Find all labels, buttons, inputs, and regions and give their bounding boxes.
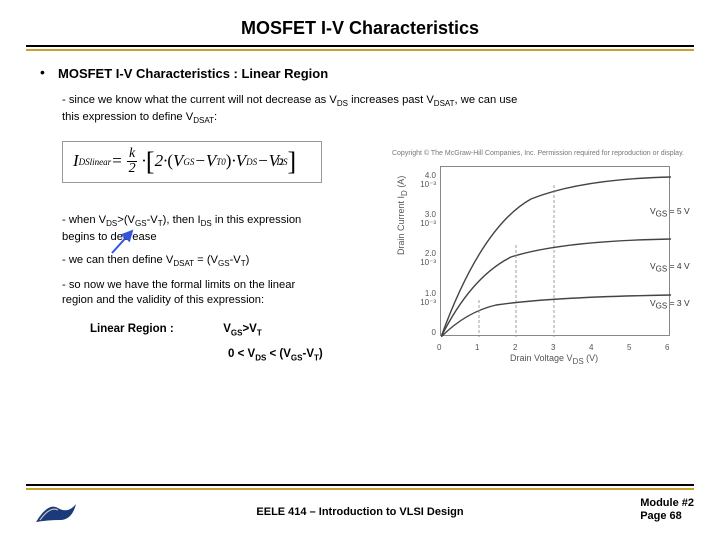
f: ] [287, 144, 296, 179]
t: Drain Current I [396, 196, 406, 255]
para-3: - we can then define VDSAT = (VGS-VT) [62, 253, 382, 270]
t: increases past V [348, 94, 434, 106]
t: = (V [194, 254, 218, 266]
f: DS [246, 156, 257, 168]
s: GS [231, 328, 243, 337]
s: DS [106, 219, 117, 228]
subheading: MOSFET I-V Characteristics : Linear Regi… [58, 65, 328, 83]
t: Page 68 [640, 510, 682, 522]
xtick: 1 [475, 343, 479, 352]
footer-course: EELE 414 – Introduction to VLSI Design [0, 506, 720, 518]
bullet-dot: • [40, 65, 58, 80]
ytick: 4.0 10⁻³ [408, 171, 436, 189]
f: DSlinear [79, 156, 112, 168]
s: DS [337, 99, 348, 108]
t: Module #2 [640, 497, 694, 509]
t: ) [246, 254, 250, 266]
t: V [223, 323, 231, 335]
t: Drain Voltage V [510, 353, 573, 363]
f: 2· [155, 150, 168, 173]
para-2: - when VDS>(VGS-VT), then IDS in this ex… [62, 213, 382, 245]
t: - so now we have the formal limits on th… [62, 279, 295, 291]
para-4: - so now we have the formal limits on th… [62, 278, 382, 308]
curve-label: VGS = 5 V [650, 206, 690, 219]
f: V [206, 150, 216, 173]
frac: k2 [127, 147, 138, 176]
f: V [173, 150, 183, 173]
t: ) [319, 348, 323, 360]
xtick: 5 [627, 343, 631, 352]
f: DS [276, 156, 287, 168]
logo-icon [34, 498, 78, 526]
linear-label: Linear Region : [90, 322, 220, 338]
xtick: 3 [551, 343, 555, 352]
f: V [236, 150, 246, 173]
xtick: 6 [665, 343, 669, 352]
s: D [400, 190, 409, 196]
s: GS [218, 259, 230, 268]
t: - when V [62, 214, 106, 226]
t: : [214, 111, 217, 123]
t: >V [242, 323, 256, 335]
t: (V) [584, 353, 599, 363]
t: < (V [266, 348, 291, 360]
s: DS [255, 353, 266, 362]
chart-copyright: Copyright © The McGraw-Hill Companies, I… [390, 150, 690, 157]
t: (A) [396, 176, 406, 191]
s: DS [573, 357, 584, 366]
ytick: 1.0 10⁻³ [408, 289, 436, 307]
f: GS [183, 156, 194, 168]
chart-plot-area [440, 166, 670, 336]
t: ), then I [163, 214, 201, 226]
s: DS [201, 219, 212, 228]
page-title: MOSFET I-V Characteristics [0, 0, 720, 45]
d: 2 [127, 162, 138, 176]
t: begins to decrease [62, 231, 157, 243]
t: -V [147, 214, 158, 226]
ytick: 0 [408, 328, 436, 337]
rule-dark [26, 45, 694, 47]
f: [ [146, 144, 155, 179]
t: in this expression [212, 214, 302, 226]
chart-svg [441, 167, 671, 337]
s: GS [135, 219, 147, 228]
f: T0 [216, 156, 226, 168]
footer-rule-dark [26, 484, 694, 486]
formula: IDSlinear = k2 · [ 2· ( VGS − VT0 ) · VD… [62, 141, 322, 183]
f: − [194, 150, 205, 173]
f: − [257, 150, 268, 173]
t: , we can use [455, 94, 518, 106]
para-1: - since we know what the current will no… [62, 93, 680, 127]
t: - we can then define V [62, 254, 173, 266]
chart-ylabel: Drain Current ID (A) [396, 176, 409, 255]
t: region and the validity of this expressi… [62, 294, 264, 306]
s: DSAT [434, 99, 455, 108]
bullet-row: • MOSFET I-V Characteristics : Linear Re… [40, 65, 680, 83]
t: 0 < V [228, 348, 255, 360]
t: >(V [117, 214, 135, 226]
chart-xlabel: Drain Voltage VDS (V) [510, 353, 598, 366]
iv-chart: Copyright © The McGraw-Hill Companies, I… [390, 150, 690, 370]
ytick: 3.0 10⁻³ [408, 210, 436, 228]
s: DSAT [193, 116, 214, 125]
footer-rule-gold [26, 488, 694, 490]
curve-label: VGS = 3 V [650, 298, 690, 311]
xtick: 0 [437, 343, 441, 352]
t: -V [230, 254, 241, 266]
curve-label: VGS = 4 V [650, 261, 690, 274]
t: - since we know what the current will no… [62, 94, 337, 106]
footer-page: Module #2 Page 68 [640, 497, 694, 525]
s: DSAT [173, 259, 194, 268]
t: -V [302, 348, 314, 360]
xtick: 2 [513, 343, 517, 352]
s: GS [291, 353, 303, 362]
t: this expression to define V [62, 111, 193, 123]
ytick: 2.0 10⁻³ [408, 249, 436, 267]
f: = [111, 150, 122, 173]
n: k [127, 147, 137, 162]
xtick: 4 [589, 343, 593, 352]
s: T [257, 328, 262, 337]
